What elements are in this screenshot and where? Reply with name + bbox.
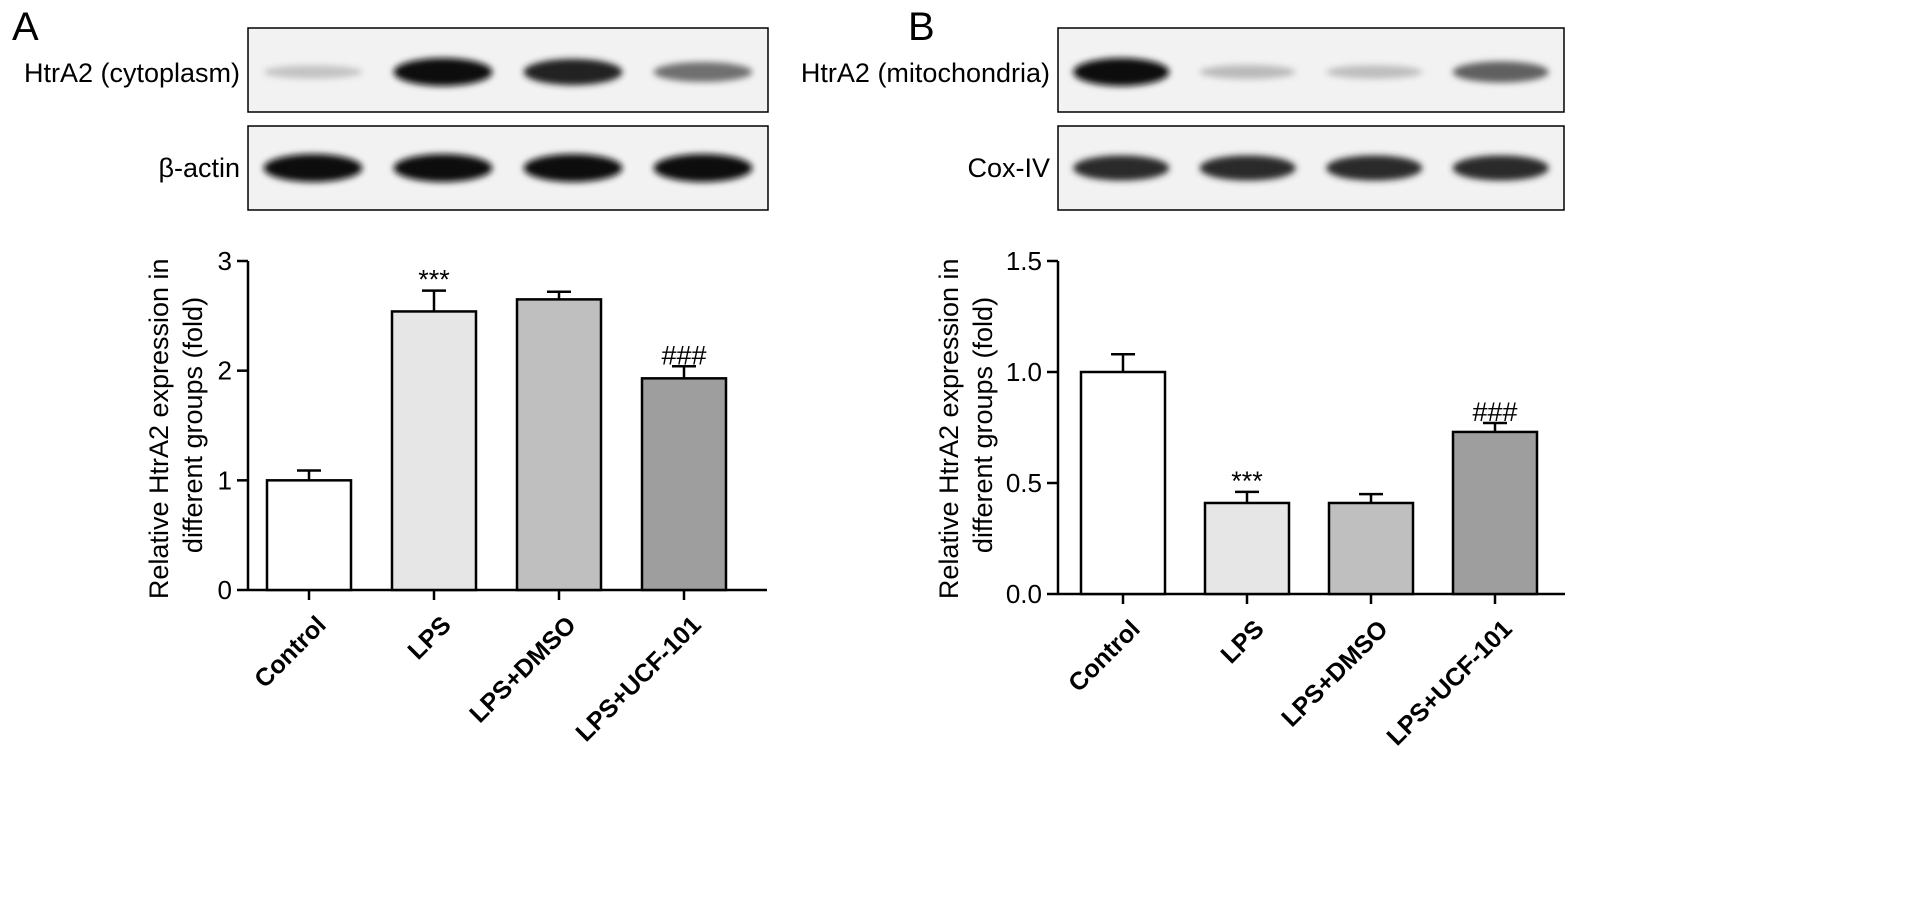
blot-band (1326, 65, 1423, 79)
blot-a2-bands (263, 154, 753, 182)
chart-b: 0.0 0.5 1.0 1.5 Control *** LPS LPS+DMSO ### LPS+… (1006, 246, 1565, 751)
y-tick-label: 2 (218, 356, 232, 386)
blot-band (1073, 155, 1170, 181)
blot-band (1199, 155, 1296, 181)
blot-a1-label: HtrA2 (cytoplasm) (24, 58, 240, 88)
chart-b-ylabel: Relative HtrA2 expression in different g… (934, 251, 998, 599)
blot-band (653, 154, 753, 182)
blot-band (653, 62, 753, 82)
chart-a: 0 1 2 3 Control *** LPS LPS+DMSO ### LPS+UCF-101 (218, 246, 767, 747)
chart-a-ylabel: Relative HtrA2 expression in different g… (144, 251, 208, 599)
x-category-label: LPS+UCF-101 (570, 611, 706, 747)
blot-b1-label: HtrA2 (mitochondria) (801, 58, 1050, 88)
blot-band (1452, 155, 1549, 181)
blot-band (1452, 61, 1549, 83)
blot-band (1199, 65, 1296, 79)
blot-band (1326, 155, 1423, 181)
panel-b-letter: B (908, 5, 935, 49)
bar (1451, 430, 1539, 596)
x-category-label: Control (249, 611, 332, 694)
x-category-label: LPS (403, 611, 457, 665)
y-tick-label: 0.0 (1006, 579, 1042, 609)
y-tick-label: 0 (218, 575, 232, 605)
bar (640, 377, 728, 592)
y-tick-label: 1.5 (1006, 246, 1042, 276)
blot-band (263, 65, 363, 79)
blot-b2-label: Cox-IV (967, 153, 1050, 183)
significance-label: ### (1472, 397, 1517, 427)
y-tick-label: 3 (218, 246, 232, 276)
bar (1327, 501, 1415, 596)
bar (1079, 370, 1167, 596)
blot-band (393, 58, 493, 86)
y-tick-label: 1.0 (1006, 357, 1042, 387)
blot-a1-bands (263, 58, 753, 86)
y-tick-label: 1 (218, 465, 232, 495)
x-category-label: LPS (1216, 615, 1270, 669)
blot-b1-bands (1073, 58, 1549, 86)
blot-band (523, 154, 623, 182)
x-category-label: LPS+DMSO (464, 611, 582, 729)
significance-label: ### (661, 340, 706, 370)
bar (515, 298, 603, 592)
y-tick-label: 0.5 (1006, 468, 1042, 498)
blot-b2-bands (1073, 155, 1549, 181)
significance-label: *** (1231, 466, 1263, 496)
significance-label: *** (418, 265, 450, 295)
blot-a2-label: β-actin (158, 153, 240, 183)
bar (265, 479, 353, 592)
blot-band (393, 154, 493, 182)
blot-band (263, 154, 363, 182)
blot-band (523, 58, 623, 86)
x-category-label: Control (1063, 615, 1146, 698)
blot-band (1073, 58, 1170, 86)
bar (1203, 501, 1291, 596)
x-category-label: LPS+UCF-101 (1381, 615, 1517, 751)
x-category-label: LPS+DMSO (1276, 615, 1394, 733)
bar (390, 310, 478, 592)
panel-a-letter: A (12, 5, 39, 49)
